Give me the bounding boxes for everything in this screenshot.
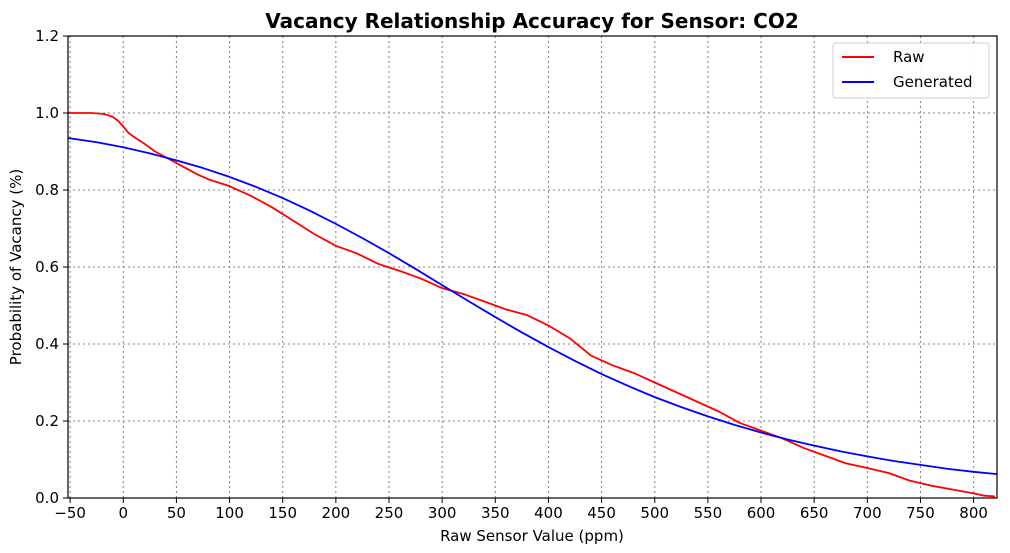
x-tick-label: 650 bbox=[800, 504, 829, 522]
y-tick-label: 0.8 bbox=[35, 181, 59, 199]
x-tick-label: 300 bbox=[428, 504, 457, 522]
x-tick-label: 250 bbox=[375, 504, 404, 522]
y-tick-label: 0.0 bbox=[35, 489, 59, 507]
x-tick-label: 800 bbox=[959, 504, 988, 522]
x-tick-label: 750 bbox=[906, 504, 935, 522]
x-tick-label: 500 bbox=[640, 504, 669, 522]
x-tick-label: 50 bbox=[167, 504, 186, 522]
plot-frame bbox=[67, 35, 998, 499]
x-tick-label: 350 bbox=[481, 504, 510, 522]
series-lines bbox=[67, 112, 998, 498]
x-tick-label: 200 bbox=[322, 504, 351, 522]
grid bbox=[68, 36, 997, 498]
legend: Raw Generated bbox=[832, 42, 990, 99]
x-tick-label: 550 bbox=[694, 504, 723, 522]
x-tick-label: −50 bbox=[54, 504, 86, 522]
y-tick-label: 0.6 bbox=[35, 258, 59, 276]
chart-title: Vacancy Relationship Accuracy for Sensor… bbox=[265, 9, 799, 33]
x-tick-label: 450 bbox=[587, 504, 616, 522]
x-tick-label: 400 bbox=[534, 504, 563, 522]
y-tick-label: 1.2 bbox=[35, 27, 59, 45]
y-axis-label: Probability of Vacancy (%) bbox=[7, 169, 25, 365]
y-tick-label: 0.4 bbox=[35, 335, 59, 353]
y-tick-label: 1.0 bbox=[35, 104, 59, 122]
legend-label-raw: Raw bbox=[893, 48, 925, 66]
x-tick-label: 0 bbox=[118, 504, 128, 522]
series-line-raw bbox=[68, 112, 995, 498]
axis-ticks: −50 0 50 100 150 200 250 300 350 400 450 500 550 600 6… bbox=[35, 27, 988, 522]
x-tick-label: 150 bbox=[268, 504, 297, 522]
x-tick-label: 700 bbox=[853, 504, 882, 522]
x-axis-label: Raw Sensor Value (ppm) bbox=[440, 527, 624, 545]
x-tick-label: 600 bbox=[747, 504, 776, 522]
y-tick-label: 0.2 bbox=[35, 412, 59, 430]
x-tick-label: 100 bbox=[215, 504, 244, 522]
legend-label-generated: Generated bbox=[893, 73, 973, 91]
series-line-generated bbox=[67, 137, 998, 476]
